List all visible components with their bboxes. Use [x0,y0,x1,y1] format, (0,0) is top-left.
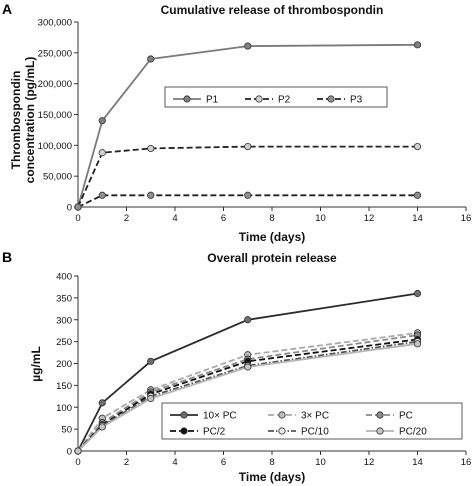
y-tick-label: 300,000 [38,18,72,29]
x-tick-label: 12 [364,457,375,468]
y-axis-label-b: µg/mL [29,346,43,382]
data-point [413,41,422,49]
x-tick-label: 14 [412,213,423,224]
y-tick-label: 250,000 [38,48,72,59]
data-point [98,191,106,199]
x-tick-label: 12 [364,213,375,224]
legend-swatch-marker [180,411,188,419]
x-tick-label: 2 [124,213,129,224]
y-axis-label-a-line2: concentration (pg/mL) [23,57,37,184]
data-point [244,142,252,151]
data-point [98,399,106,407]
data-point [413,142,422,151]
x-tick-label: 10 [315,213,326,224]
y-tick-label: 0 [67,203,72,214]
x-tick-label: 16 [461,457,472,468]
plot-area-b: 0 2 4 6 8 10 12 14 16 0 50 100 150 200 250 300 350 400 10×… [56,272,471,469]
legend-entry-label: PC/20 [399,427,427,438]
legend-swatch-marker [180,427,188,435]
data-point [147,357,155,365]
x-tick-label: 0 [75,213,80,224]
x-tick-label: 16 [461,213,472,224]
data-point [147,394,155,403]
y-tick-label: 100 [56,403,72,414]
series-line-3-pc [77,332,418,452]
x-tick-label: 0 [75,457,80,468]
y-tick-label: 250 [56,337,72,348]
x-axis-label-a: Time (days) [239,230,305,244]
x-tick-label: 4 [172,457,177,468]
data-point [147,144,155,153]
y-tick-label: 50,000 [43,172,72,183]
legend-swatch-marker [278,427,286,435]
legend-entry-label: P1 [206,95,219,106]
x-tick-label: 6 [221,213,226,224]
data-point [98,423,106,431]
legend-swatch-marker [183,95,191,103]
panel-label-a: A [2,1,12,17]
data-point [98,149,106,157]
data-point [74,447,82,455]
y-tick-label: 200 [56,359,72,370]
legend-swatch-marker [327,95,335,103]
legend-entry-label: 10× PC [203,411,237,422]
data-point [244,42,252,50]
chart-title-b: Overall protein release [207,251,337,265]
legend-entry-label: P2 [278,95,291,106]
y-tick-label: 0 [67,447,72,458]
legend-swatch-marker [278,411,286,419]
legend-entry-label: PC [399,411,413,422]
x-tick-label: 10 [315,457,326,468]
y-tick-label: 50 [61,425,72,436]
data-point [74,203,82,211]
data-point [244,363,252,371]
panel-b: B Overall protein release Time (days) µg… [2,249,471,484]
x-tick-label: 8 [269,213,274,224]
x-tick-label: 8 [269,457,274,468]
legend-entry-label: P3 [350,95,363,106]
panel-label-b: B [2,249,12,265]
y-tick-label: 300 [56,315,72,326]
chart-title-a: Cumulative release of thrombospondin [161,3,384,17]
legend-swatch-marker [376,411,384,419]
legend-swatch-marker [255,95,263,103]
data-point [244,316,252,324]
data-point [147,191,155,199]
panel-a: A Cumulative release of thrombospondin T… [2,1,471,244]
plot-area-a: 0 2 4 6 8 10 12 14 16 0 50,000 100,000 150,000 200,00… [38,18,472,225]
series-line-p1 [77,43,418,208]
y-tick-label: 350 [56,293,72,304]
legend: P1 P2 P3 [164,86,388,108]
legend-swatch-marker [376,427,384,435]
y-axis-label-a-line1: Thrombospondin [9,71,23,170]
data-point [147,55,155,63]
legend-entry-label: PC/2 [203,427,226,438]
x-tick-label: 4 [172,213,177,224]
x-axis-label-b: Time (days) [239,470,305,484]
legend-box [161,402,463,440]
legend: 10× PC 3× PC PC PC/2 PC/10 PC/20 [161,402,463,440]
x-tick-label: 2 [124,457,129,468]
data-point [244,191,252,199]
legend-entry-label: 3× PC [301,411,329,422]
data-point [413,289,422,298]
legend-entry-label: PC/10 [301,427,329,438]
y-tick-label: 100,000 [38,141,72,152]
y-tick-label: 400 [56,272,72,283]
y-tick-label: 200,000 [38,79,72,90]
y-tick-label: 150 [56,381,72,392]
x-tick-label: 14 [412,457,423,468]
data-point [413,340,422,348]
data-point [413,191,422,199]
data-point [98,117,106,125]
y-tick-label: 150,000 [38,110,72,121]
x-tick-label: 6 [221,457,226,468]
